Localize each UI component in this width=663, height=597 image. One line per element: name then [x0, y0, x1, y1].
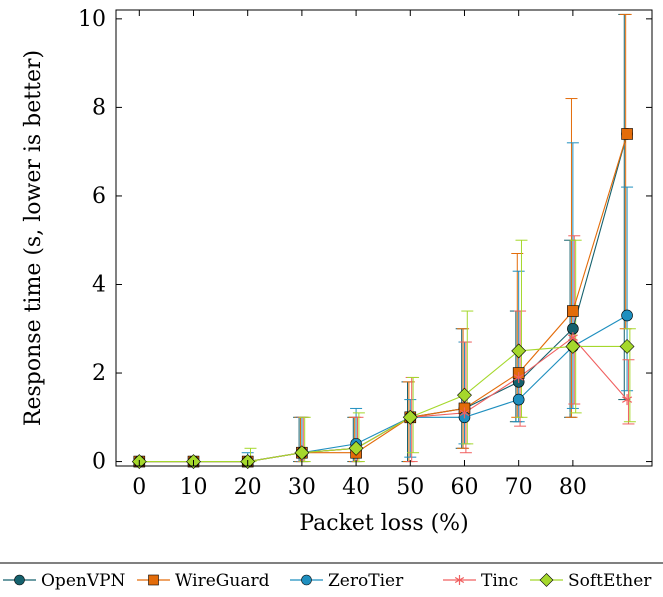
x-tick-label: 0: [132, 475, 146, 500]
legend-label: OpenVPN: [41, 571, 126, 591]
legend-item-openvpn: OpenVPN: [3, 571, 126, 591]
series-lines: [139, 133, 628, 463]
legend-item-zerotier: ZeroTier: [290, 571, 404, 591]
data-point-stroke: [459, 409, 470, 417]
legend: OpenVPN WireGuard ZeroTier Tinc SoftEther: [3, 571, 652, 591]
series-line-tinc: [139, 336, 628, 463]
legend-item-wireguard: WireGuard: [137, 571, 270, 591]
y-tick-label: 10: [78, 7, 106, 32]
legend-item-tinc: Tinc: [443, 571, 518, 591]
data-point: [454, 575, 465, 585]
x-tick-label: 80: [559, 475, 587, 500]
data-point: [402, 409, 418, 425]
data-point: [621, 128, 633, 140]
data-point: [148, 574, 159, 586]
data-point: [457, 387, 472, 403]
x-tick-label: 30: [288, 475, 316, 500]
data-point-stroke: [622, 396, 633, 403]
data-point: [619, 339, 635, 354]
legend-label: SoftEther: [568, 571, 652, 591]
series-line-softether: [139, 345, 628, 463]
data-point: [348, 440, 364, 456]
x-tick-label: 20: [234, 475, 262, 500]
data-point: [511, 343, 527, 359]
data-point: [622, 394, 633, 406]
data-point: [621, 309, 633, 322]
plot-frame: [115, 9, 653, 467]
y-axis-title: Response time (s, lower is better): [21, 50, 46, 426]
x-tick-label: 40: [342, 475, 370, 500]
y-tick-label: 4: [92, 272, 106, 297]
x-tick-label: 50: [396, 475, 424, 500]
data-point: [301, 574, 312, 586]
data-point-stroke: [567, 334, 578, 341]
data-point: [14, 574, 25, 586]
axis-ticks: 0 10 20 30 40 50 60 70 80 0 2 4 6 8 10: [78, 7, 652, 500]
legend-item-softether: SoftEther: [530, 571, 652, 591]
x-axis-title: Packet loss (%): [299, 511, 468, 536]
data-point: [539, 573, 554, 587]
error-bars: [241, 13, 636, 463]
series-line-wireguard: [139, 133, 628, 463]
series-markers: [131, 128, 635, 469]
legend-label: WireGuard: [175, 571, 270, 591]
data-point: [567, 305, 579, 317]
legend-label: Tinc: [481, 571, 518, 591]
x-tick-label: 70: [505, 475, 533, 500]
y-tick-label: 6: [92, 184, 106, 209]
series-line-openvpn: [139, 133, 628, 463]
data-point: [459, 407, 470, 419]
y-tick-label: 0: [92, 450, 106, 475]
series-line-zerotier: [139, 314, 628, 463]
data-point: [565, 339, 581, 354]
data-point-stroke: [454, 576, 465, 584]
data-point: [294, 445, 310, 461]
x-tick-label: 10: [180, 475, 208, 500]
y-tick-label: 8: [92, 95, 106, 120]
data-point-stroke: [513, 374, 524, 381]
data-point: [512, 393, 525, 406]
legend-label: ZeroTier: [328, 571, 404, 591]
x-tick-label: 60: [450, 475, 478, 500]
y-tick-label: 2: [92, 361, 106, 386]
data-point: [513, 371, 524, 383]
